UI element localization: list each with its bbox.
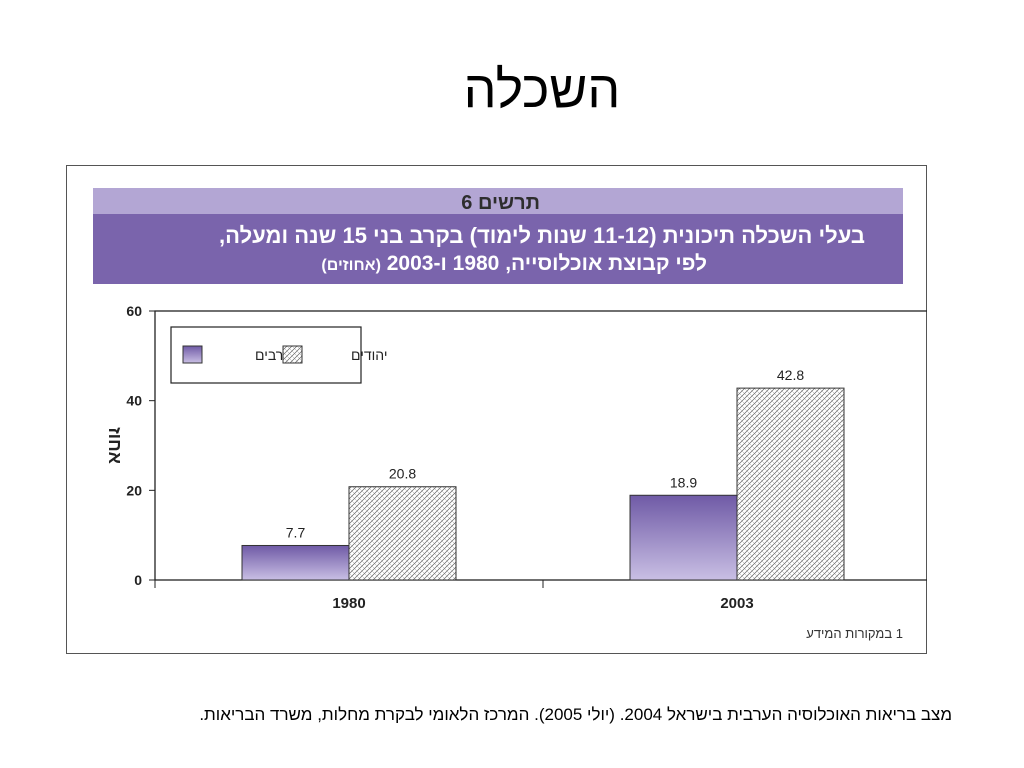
source-citation: מצב בריאות האוכלוסיה הערבית בישראל 2004.… bbox=[199, 705, 952, 724]
figure-title-line1: בעלי השכלה תיכונית (11-12 שנות לימוד) בק… bbox=[219, 223, 865, 248]
data-label: 20.8 bbox=[389, 466, 416, 482]
figure-title-line2-text: לפי קבוצת אוכלוסייה, 1980 ו-2003 bbox=[386, 252, 707, 275]
bar-jews-1980 bbox=[348, 486, 457, 581]
figure-title-line2: לפי קבוצת אוכלוסייה, 1980 ו-2003 (אחוזים… bbox=[0, 250, 707, 280]
data-label: 18.9 bbox=[670, 474, 697, 490]
bar-jews-2003 bbox=[736, 387, 845, 581]
figure-number-band bbox=[93, 188, 903, 214]
data-label: 7.7 bbox=[286, 524, 306, 540]
legend-label-jews: יהודים bbox=[351, 347, 387, 363]
bar-chart: 0 20 40 60 אחוז 1980 7.7 20.8 2003 18.9 42.8 ערבים י… bbox=[105, 303, 927, 612]
footnote: 1 במקורות המידע bbox=[806, 626, 903, 641]
figure-title-unit: (אחוזים) bbox=[321, 257, 381, 274]
y-tick-label: 40 bbox=[126, 393, 142, 409]
slide-title: השכלה bbox=[463, 61, 621, 119]
y-tick-label: 0 bbox=[134, 572, 142, 588]
y-tick-label: 20 bbox=[126, 482, 142, 498]
data-label: 42.8 bbox=[777, 367, 804, 383]
bar-arabs-2003 bbox=[629, 494, 738, 581]
figure-number: תרשים 6 bbox=[461, 192, 540, 214]
legend-label-arabs: ערבים bbox=[255, 347, 291, 363]
figure-frame: תרשים 6 בעלי השכלה תיכונית (11-12 שנות ל… bbox=[66, 165, 927, 654]
y-axis-label: אחוז bbox=[105, 427, 125, 464]
bar-arabs-1980 bbox=[241, 544, 350, 581]
x-tick-label: 2003 bbox=[720, 595, 753, 612]
figure-header: תרשים 6 בעלי השכלה תיכונית (11-12 שנות ל… bbox=[93, 188, 903, 284]
x-tick-label: 1980 bbox=[332, 595, 365, 612]
legend-swatch-arabs bbox=[182, 345, 203, 364]
legend-swatch-jews bbox=[282, 345, 303, 364]
legend-box bbox=[170, 326, 362, 384]
y-tick-label: 60 bbox=[126, 303, 142, 319]
